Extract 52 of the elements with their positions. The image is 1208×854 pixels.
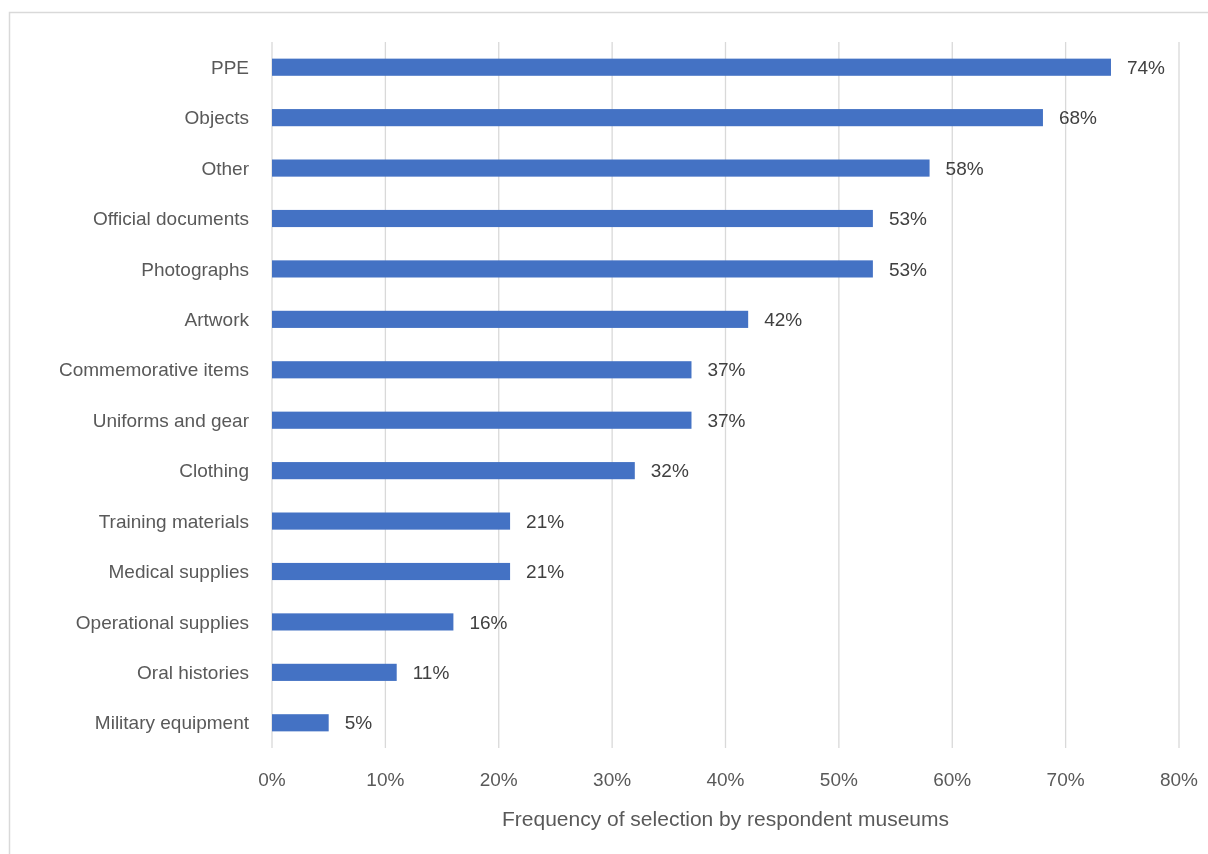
bar — [272, 159, 930, 177]
bar — [272, 562, 511, 581]
y-tick-label: Uniforms and gear — [92, 409, 250, 431]
data-label: 5% — [344, 712, 373, 734]
y-tick-label: Photographs — [141, 258, 249, 280]
y-tick-label: Medical supplies — [108, 561, 249, 583]
bar — [272, 361, 692, 379]
bar — [272, 58, 1111, 76]
y-tick-label: Operational supplies — [75, 611, 249, 633]
x-tick-label: 70% — [1046, 769, 1085, 790]
bar — [272, 310, 749, 328]
data-label: 68% — [1058, 107, 1098, 129]
y-tick-label: Training materials — [98, 510, 249, 532]
x-tick-label: 30% — [593, 769, 632, 790]
bar — [272, 663, 397, 681]
x-tick-label: 60% — [933, 769, 972, 790]
data-label: 53% — [888, 208, 928, 230]
data-label: 21% — [526, 561, 565, 583]
bar — [272, 512, 511, 530]
x-tick-label: 80% — [1159, 769, 1199, 790]
x-axis-title: Frequency of selection by respondent museums — [501, 807, 950, 830]
bar — [272, 209, 873, 228]
data-label: 58% — [945, 157, 984, 179]
y-tick-label: Artwork — [184, 309, 250, 331]
data-label: 32% — [650, 460, 689, 482]
x-tick-label: 20% — [479, 769, 518, 790]
y-tick-label: Oral histories — [137, 662, 249, 684]
data-label: 37% — [707, 359, 746, 381]
y-tick-label: Other — [201, 157, 250, 179]
data-label: 11% — [412, 662, 450, 684]
y-tick-label: Objects — [184, 107, 249, 129]
bar — [272, 714, 329, 732]
data-label: 53% — [888, 258, 928, 280]
y-tick-label: Clothing — [179, 460, 249, 482]
bar — [272, 462, 635, 480]
x-tick-label: 40% — [706, 769, 745, 790]
y-tick-label: PPE — [210, 56, 249, 78]
bar — [272, 260, 873, 278]
bar — [272, 411, 692, 429]
data-label: 37% — [707, 409, 746, 431]
data-label: 21% — [526, 510, 565, 532]
y-tick-label: Military equipment — [94, 712, 250, 734]
data-label: 74% — [1126, 56, 1166, 78]
data-label: 16% — [469, 611, 508, 633]
y-tick-label: Official documents — [93, 208, 249, 230]
x-tick-label: 0% — [258, 769, 286, 790]
bar — [272, 613, 454, 631]
x-tick-label: 50% — [819, 769, 858, 790]
y-tick-label: Commemorative items — [58, 359, 249, 381]
x-tick-label: 10% — [366, 769, 405, 790]
data-label: 42% — [764, 309, 803, 331]
bar — [272, 109, 1043, 127]
